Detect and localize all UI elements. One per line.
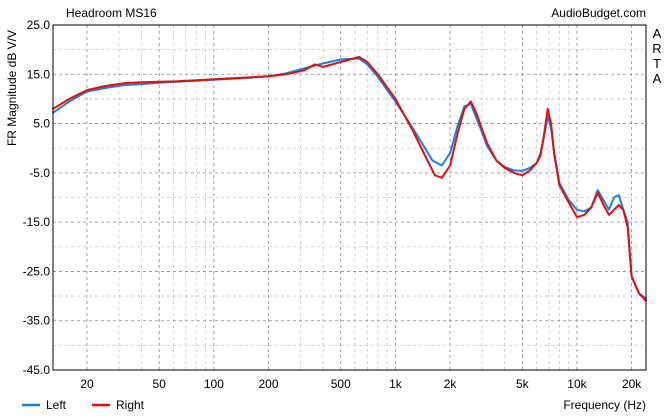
series-layer [52,56,647,302]
source-label: AudioBudget.com [551,6,646,20]
y-tick-label: -5.0 [29,166,50,180]
x-axis-label: Frequency (Hz) [563,398,646,412]
y-tick-label: -25.0 [23,264,51,278]
x-tick-label: 1k [389,377,403,391]
y-tick-label: -45.0 [23,363,51,377]
legend-label-left: Left [46,398,67,412]
x-tick-label: 50 [153,377,167,391]
y-tick-label: -15.0 [23,215,51,229]
x-tick-label: 5k [516,377,530,391]
x-tick-label: 20 [80,377,94,391]
x-tick-labels: 20 50 100 200 500 1k 2k 5k 10k 20k [80,377,642,391]
y-tick-label: -35.0 [23,314,51,328]
y-tick-label: 15.0 [27,67,51,81]
side-label-letter: A [653,26,662,41]
side-label-letter: T [653,56,661,71]
y-axis-label: FR Magnitude dB V/V [5,30,19,146]
legend-label-right: Right [116,398,145,412]
x-tick-label: 200 [259,377,279,391]
legend: Left Right [22,398,145,412]
x-tick-label: 20k [622,377,642,391]
plot-frame [52,24,647,371]
y-tick-label: 5.0 [33,117,50,131]
chart-title: Headroom MS16 [66,6,157,20]
y-tick-label: 25.0 [27,18,51,32]
x-tick-label: 500 [331,377,351,391]
x-tick-label: 100 [204,377,224,391]
x-tick-label: 2k [444,377,458,391]
side-label-letter: A [653,71,662,86]
x-tick-label: 10k [567,377,587,391]
side-label-letter: R [652,41,661,56]
series-line-right [52,56,647,302]
y-tick-labels: 25.0 15.0 5.0 -5.0 -15.0 -25.0 -35.0 -45.0 [23,18,51,377]
